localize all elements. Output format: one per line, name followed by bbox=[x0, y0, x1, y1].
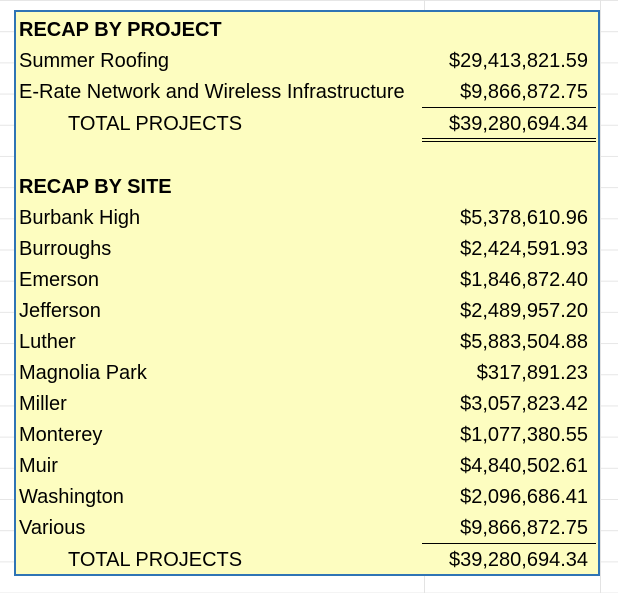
project-recap-heading-row[interactable]: RECAP BY PROJECT bbox=[16, 14, 598, 45]
site-row[interactable]: Washington $2,096,686.41 bbox=[16, 481, 598, 512]
site-row[interactable]: Emerson $1,846,872.40 bbox=[16, 264, 598, 295]
site-total-label: TOTAL PROJECTS bbox=[68, 549, 243, 571]
project-total-label: TOTAL PROJECTS bbox=[68, 113, 243, 135]
site-name: Magnolia Park bbox=[19, 362, 147, 384]
site-name: Burroughs bbox=[19, 238, 112, 260]
site-total-amount: $39,280,694.34 bbox=[448, 549, 588, 571]
site-name: Muir bbox=[19, 455, 58, 477]
project-total-row[interactable]: TOTAL PROJECTS $39,280,694.34 bbox=[16, 108, 598, 139]
site-amount: $4,840,502.61 bbox=[460, 455, 588, 477]
site-row[interactable]: Burroughs $2,424,591.93 bbox=[16, 233, 598, 264]
project-amount: $29,413,821.59 bbox=[448, 50, 588, 72]
project-total-amount: $39,280,694.34 bbox=[448, 113, 588, 135]
project-name: E-Rate Network and Wireless Infrastructu… bbox=[19, 81, 405, 103]
project-amount: $9,866,872.75 bbox=[460, 81, 588, 103]
subtotal-rule bbox=[422, 107, 596, 108]
site-amount: $2,424,591.93 bbox=[460, 238, 588, 260]
site-row[interactable]: Muir $4,840,502.61 bbox=[16, 450, 598, 481]
project-row[interactable]: E-Rate Network and Wireless Infrastructu… bbox=[16, 76, 598, 107]
site-row[interactable]: Miller $3,057,823.42 bbox=[16, 388, 598, 419]
total-double-rule bbox=[422, 138, 596, 142]
site-recap-heading: RECAP BY SITE bbox=[19, 176, 172, 198]
site-name: Various bbox=[19, 517, 86, 539]
site-amount: $9,866,872.75 bbox=[460, 517, 588, 539]
site-amount: $2,096,686.41 bbox=[460, 486, 588, 508]
site-name: Monterey bbox=[19, 424, 103, 446]
subtotal-rule bbox=[422, 543, 596, 544]
site-name: Miller bbox=[19, 393, 67, 415]
project-row[interactable]: Summer Roofing $29,413,821.59 bbox=[16, 45, 598, 76]
project-recap-heading: RECAP BY PROJECT bbox=[19, 19, 222, 41]
project-name: Summer Roofing bbox=[19, 50, 170, 72]
site-name: Luther bbox=[19, 331, 76, 353]
site-name: Burbank High bbox=[19, 207, 141, 229]
site-row[interactable]: Jefferson $2,489,957.20 bbox=[16, 295, 598, 326]
recap-table: RECAP BY PROJECT Summer Roofing $29,413,… bbox=[14, 10, 600, 576]
site-amount: $5,378,610.96 bbox=[460, 207, 588, 229]
site-recap-heading-row[interactable]: RECAP BY SITE bbox=[16, 171, 598, 202]
site-row[interactable]: Monterey $1,077,380.55 bbox=[16, 419, 598, 450]
site-name: Emerson bbox=[19, 269, 100, 291]
site-amount: $1,077,380.55 bbox=[460, 424, 588, 446]
site-name: Jefferson bbox=[19, 300, 101, 322]
site-amount: $2,489,957.20 bbox=[460, 300, 588, 322]
site-amount: $3,057,823.42 bbox=[460, 393, 588, 415]
site-total-row[interactable]: TOTAL PROJECTS $39,280,694.34 bbox=[16, 544, 598, 575]
site-row[interactable]: Magnolia Park $317,891.23 bbox=[16, 357, 598, 388]
site-row[interactable]: Various $9,866,872.75 bbox=[16, 512, 598, 543]
site-name: Washington bbox=[19, 486, 124, 508]
site-row[interactable]: Luther $5,883,504.88 bbox=[16, 326, 598, 357]
site-row[interactable]: Burbank High $5,378,610.96 bbox=[16, 202, 598, 233]
site-amount: $317,891.23 bbox=[476, 362, 588, 384]
site-amount: $5,883,504.88 bbox=[460, 331, 588, 353]
grid-column-line bbox=[600, 0, 601, 593]
site-amount: $1,846,872.40 bbox=[460, 269, 588, 291]
